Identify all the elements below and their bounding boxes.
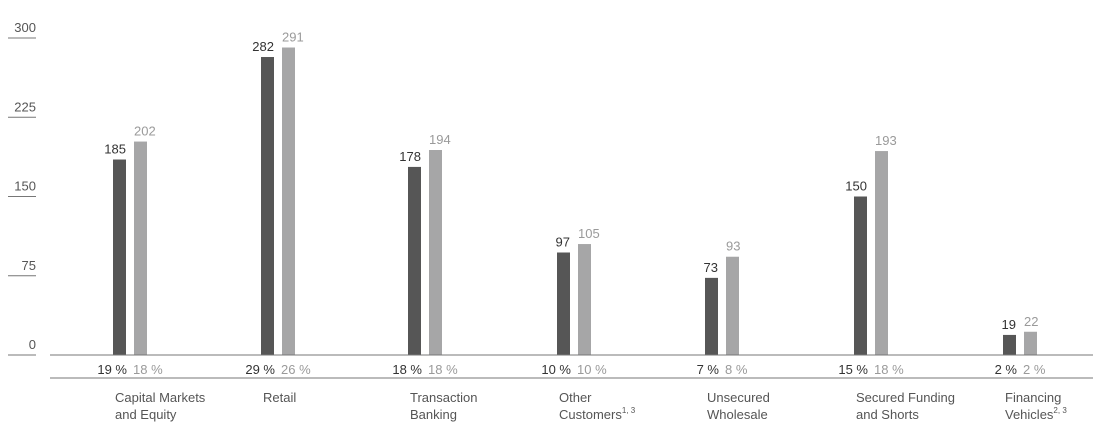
percent-label: 18 % xyxy=(874,362,904,377)
category-label-text: Vehicles xyxy=(1005,407,1054,422)
value-label: 73 xyxy=(704,260,718,275)
y-tick-label: 225 xyxy=(14,99,36,114)
y-tick-label: 300 xyxy=(14,20,36,35)
value-label: 194 xyxy=(429,132,451,147)
value-label: 193 xyxy=(875,133,897,148)
value-label: 178 xyxy=(399,149,421,164)
value-label: 291 xyxy=(282,30,304,45)
percent-label: 29 % xyxy=(245,362,275,377)
category-label-text: and Equity xyxy=(115,407,177,422)
y-axis: 300 225 150 75 0 xyxy=(8,20,36,356)
bar xyxy=(854,196,867,355)
footnote-marker: 2, 3 xyxy=(1053,406,1067,415)
percent-label: 7 % xyxy=(697,362,720,377)
category-label-text: Financing xyxy=(1005,390,1061,405)
percent-label: 2 % xyxy=(1023,362,1046,377)
category-label: Capital Markets xyxy=(115,390,206,405)
bar xyxy=(113,159,126,355)
percent-label: 2 % xyxy=(995,362,1018,377)
value-label: 202 xyxy=(134,124,156,139)
value-label: 19 xyxy=(1002,317,1016,332)
value-label: 93 xyxy=(726,239,740,254)
bar xyxy=(1003,334,1016,355)
percent-label: 19 % xyxy=(97,362,127,377)
value-label: 185 xyxy=(104,142,126,157)
bar xyxy=(726,256,739,355)
percent-label: 26 % xyxy=(281,362,311,377)
y-tick-label: 75 xyxy=(22,258,36,273)
category-label: Secured Funding xyxy=(856,390,955,405)
bar xyxy=(557,252,570,355)
category-label-text: Banking xyxy=(410,407,457,422)
value-labels: 185 202 282 291 178 194 97 105 73 93 150 193 19 22 xyxy=(104,30,1038,332)
category-label: Wholesale xyxy=(707,407,768,422)
category-label: Other xyxy=(559,390,592,405)
category-label-text: Unsecured xyxy=(707,390,770,405)
bars xyxy=(113,47,1037,356)
percent-label: 10 % xyxy=(541,362,571,377)
bar xyxy=(1024,331,1037,355)
value-label: 150 xyxy=(845,179,867,194)
bar xyxy=(408,166,421,355)
y-tick-label: 0 xyxy=(29,337,36,352)
category-label-text: Capital Markets xyxy=(115,390,206,405)
percent-label: 8 % xyxy=(725,362,748,377)
category-label-text: Wholesale xyxy=(707,407,768,422)
category-label-text: Secured Funding xyxy=(856,390,955,405)
category-label-text: Transaction xyxy=(410,390,477,405)
percent-labels: 19 % 18 % 29 % 26 % 18 % 18 % 10 % 10 % 7 % 8 % 15… xyxy=(97,362,1045,377)
category-label-text: Retail xyxy=(263,390,296,405)
bar xyxy=(875,151,888,355)
percent-label: 10 % xyxy=(577,362,607,377)
bar xyxy=(705,277,718,355)
y-tick-label: 150 xyxy=(14,179,36,194)
percent-label: 18 % xyxy=(428,362,458,377)
percent-label: 18 % xyxy=(133,362,163,377)
category-label: Vehicles2, 3 xyxy=(1005,406,1067,422)
percent-label: 15 % xyxy=(838,362,868,377)
percent-label: 18 % xyxy=(392,362,422,377)
category-labels: Capital Markets and Equity Retail Transacti… xyxy=(115,390,1067,422)
category-label: Customers1, 3 xyxy=(559,406,636,422)
footnote-marker: 1, 3 xyxy=(622,406,636,415)
value-label: 22 xyxy=(1024,314,1038,329)
value-label: 105 xyxy=(578,226,600,241)
category-label-text: Other xyxy=(559,390,592,405)
category-label: Financing xyxy=(1005,390,1061,405)
bar xyxy=(578,244,591,355)
category-label-text: and Shorts xyxy=(856,407,919,422)
bar xyxy=(134,141,147,355)
bar xyxy=(429,150,442,355)
bar xyxy=(282,47,295,355)
bar xyxy=(261,57,274,356)
category-label: Banking xyxy=(410,407,457,422)
category-label: Retail xyxy=(263,390,296,405)
category-label-text: Customers xyxy=(559,407,622,422)
category-label: Transaction xyxy=(410,390,477,405)
value-label: 97 xyxy=(556,235,570,250)
category-label: and Equity xyxy=(115,407,177,422)
category-label: Unsecured xyxy=(707,390,770,405)
value-label: 282 xyxy=(252,39,274,54)
category-label: and Shorts xyxy=(856,407,919,422)
